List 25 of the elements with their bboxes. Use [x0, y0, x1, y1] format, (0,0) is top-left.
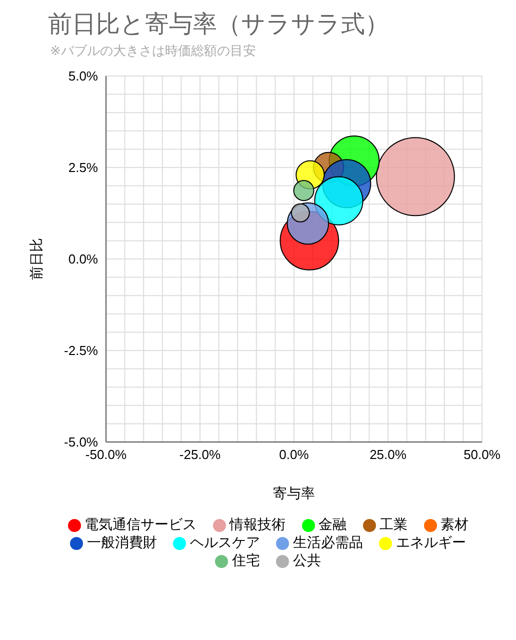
x-tick-label: -25.0% — [179, 447, 222, 462]
legend-label: エネルギー — [396, 534, 466, 550]
x-tick-label: 0.0% — [279, 447, 310, 462]
legend-label: 情報技術 — [230, 516, 286, 532]
legend-label: 金融 — [318, 516, 346, 532]
x-tick-label: 50.0% — [464, 447, 501, 462]
x-tick-label: -50.0% — [85, 447, 128, 462]
y-axis-title: 前日比 — [28, 238, 44, 280]
y-tick-label: -2.5% — [64, 343, 98, 358]
legend-label: 住宅 — [232, 552, 260, 568]
y-tick-label: 2.5% — [68, 160, 98, 176]
chart-subtitle: ※バブルの大きさは時価総額の目安 — [50, 43, 256, 58]
legend-label: 一般消費財 — [87, 534, 157, 550]
y-tick-label: 0.0% — [68, 252, 98, 267]
legend-label: 工業 — [380, 516, 408, 532]
chart-title: 前日比と寄与率（サラサラ式） — [48, 11, 389, 38]
y-tick-label: 5.0% — [68, 68, 98, 84]
legend-label: 電気通信サービス — [84, 516, 196, 532]
y-tick-label: -5.0% — [64, 434, 98, 450]
legend-label: ヘルスケア — [190, 534, 260, 550]
x-axis-title: 寄与率 — [273, 485, 315, 501]
x-tick-label: 25.0% — [370, 447, 407, 462]
legend-label: 公共 — [293, 552, 321, 568]
legend-label: 生活必需品 — [293, 534, 363, 550]
legend-label: 素材 — [440, 516, 468, 532]
